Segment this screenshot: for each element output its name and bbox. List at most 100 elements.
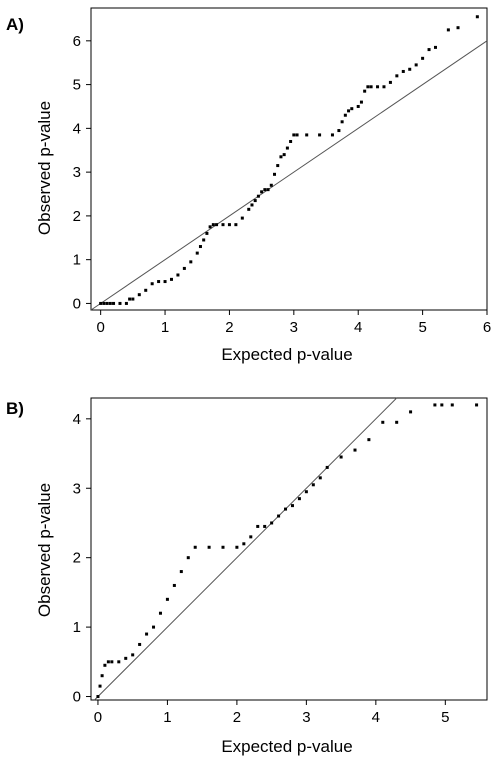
panel-b-data-point [193, 545, 197, 549]
panel-b-data-point [145, 632, 149, 636]
panel-b-data-point [263, 524, 267, 528]
panel-a-data-point [279, 155, 283, 159]
panel-b-x-tick-label: 1 [163, 709, 171, 726]
panel-a-y-tick-label: 4 [73, 120, 81, 137]
panel-a-x-tick-label: 5 [418, 319, 426, 336]
panel-b: B) Observed p-value Expected p-value 0 1 2… [6, 397, 488, 756]
panel-b-data-point [318, 476, 322, 480]
panel-b-data-point [475, 403, 479, 407]
panel-a-data-point [137, 293, 141, 297]
panel-b-data-point [207, 545, 211, 549]
panel-a-data-point [421, 56, 425, 60]
panel-a-reference-line [90, 40, 488, 311]
panel-b-label: B) [6, 399, 24, 418]
panel-a-data-point [128, 297, 132, 301]
panel-b-data-point [172, 583, 176, 587]
panel-b-axes: 0 1 2 3 4 5 0 1 2 3 4 [73, 397, 488, 726]
panel-a-data-point [408, 67, 412, 71]
panel-a-data-point [221, 223, 225, 227]
panel-a-data-point [427, 48, 431, 52]
panel-a-data-point [369, 85, 373, 89]
panel-a-x-tick-label: 4 [354, 319, 362, 336]
panel-a-data-point [112, 301, 116, 305]
panel-a-data-point [163, 280, 167, 284]
panel-a-data-point [99, 301, 103, 305]
panel-a-data-point [356, 104, 360, 108]
panel-a-data-point [363, 89, 367, 93]
panel-b-identity-line [94, 397, 398, 701]
panel-a-data-point [176, 273, 180, 277]
panel-b-data-point [353, 448, 357, 452]
panel-a-data-point [108, 301, 112, 305]
panel-a-data-point [376, 85, 380, 89]
panel-a-data-point [475, 15, 479, 19]
panel-a-label: A) [6, 15, 24, 34]
panel-a-data-point [269, 183, 273, 187]
panel-b-points [96, 403, 479, 699]
panel-b-data-point [106, 660, 110, 664]
panel-b-data-point [381, 420, 385, 424]
panel-a-identity-line [90, 40, 488, 311]
panel-b-plot-frame [90, 397, 488, 701]
panel-b-data-point [450, 403, 454, 407]
panel-a-x-tick-label: 2 [225, 319, 233, 336]
panel-a-data-point [211, 223, 215, 227]
panel-b-data-point [186, 556, 190, 560]
panel-a-data-point [263, 188, 267, 192]
panel-b-data-point [440, 403, 444, 407]
panel-b-data-point [158, 611, 162, 615]
panel-a-data-point [446, 28, 450, 32]
panel-a-data-point [292, 133, 296, 137]
panel-a-data-point [169, 277, 173, 281]
panel-a-data-point [198, 245, 202, 249]
panel-b-y-tick-label: 2 [73, 550, 81, 567]
panel-a-y-tick-label: 1 [73, 252, 81, 269]
panel-a-data-point [260, 190, 264, 194]
panel-b-data-point [165, 597, 169, 601]
panel-a-data-point [131, 297, 135, 301]
panel-a-data-point [150, 282, 154, 286]
panel-a-y-tick-label: 0 [73, 295, 81, 312]
panel-b-data-point [221, 545, 225, 549]
panel-a-data-point [433, 45, 437, 49]
panel-a-data-point [124, 301, 128, 305]
panel-b-x-tick-label: 2 [233, 709, 241, 726]
panel-b-data-point [395, 420, 399, 424]
panel-b-data-point [152, 625, 156, 629]
panel-a-data-point [318, 133, 322, 137]
panel-a-data-point [208, 225, 212, 229]
panel-a-data-point [395, 74, 399, 78]
panel-a-data-point [305, 133, 309, 137]
panel-b-data-point [124, 656, 128, 660]
panel-a-data-point [227, 223, 231, 227]
panel-b-data-point [256, 524, 260, 528]
panel-a-data-point [295, 133, 299, 137]
panel-b-data-point [242, 542, 246, 546]
panel-b-data-point [117, 660, 121, 664]
panel-a-data-point [276, 164, 280, 168]
panel-b-data-point [284, 507, 288, 511]
panel-a-data-point [256, 194, 260, 198]
panel-a-axes: 0 1 2 3 4 5 6 0 1 2 3 4 5 6 [73, 7, 491, 336]
panel-a-data-point [347, 109, 351, 113]
panel-a-data-point [240, 216, 244, 220]
panel-b-data-point [290, 504, 294, 508]
panel-a-ylabel: Observed p-value [35, 101, 54, 235]
panel-a-data-point [289, 139, 293, 143]
panel-a-data-point [253, 199, 257, 203]
panel-a-data-point [266, 188, 270, 192]
panel-a-y-tick-label: 5 [73, 77, 81, 94]
panel-b-data-point [270, 521, 274, 525]
panel-a-y-tick-label: 3 [73, 164, 81, 181]
panel-a-x-tick-label: 1 [161, 319, 169, 336]
panel-a-data-point [202, 238, 206, 242]
panel-a-data-point [414, 63, 418, 67]
panel-a-data-point [366, 85, 370, 89]
panel-a-data-point [102, 301, 106, 305]
panel-a-data-point [234, 223, 238, 227]
panel-a-data-point [205, 231, 209, 235]
panel-a-data-point [157, 280, 161, 284]
panel-a-data-point [456, 26, 460, 30]
panel-b-data-point [433, 403, 437, 407]
